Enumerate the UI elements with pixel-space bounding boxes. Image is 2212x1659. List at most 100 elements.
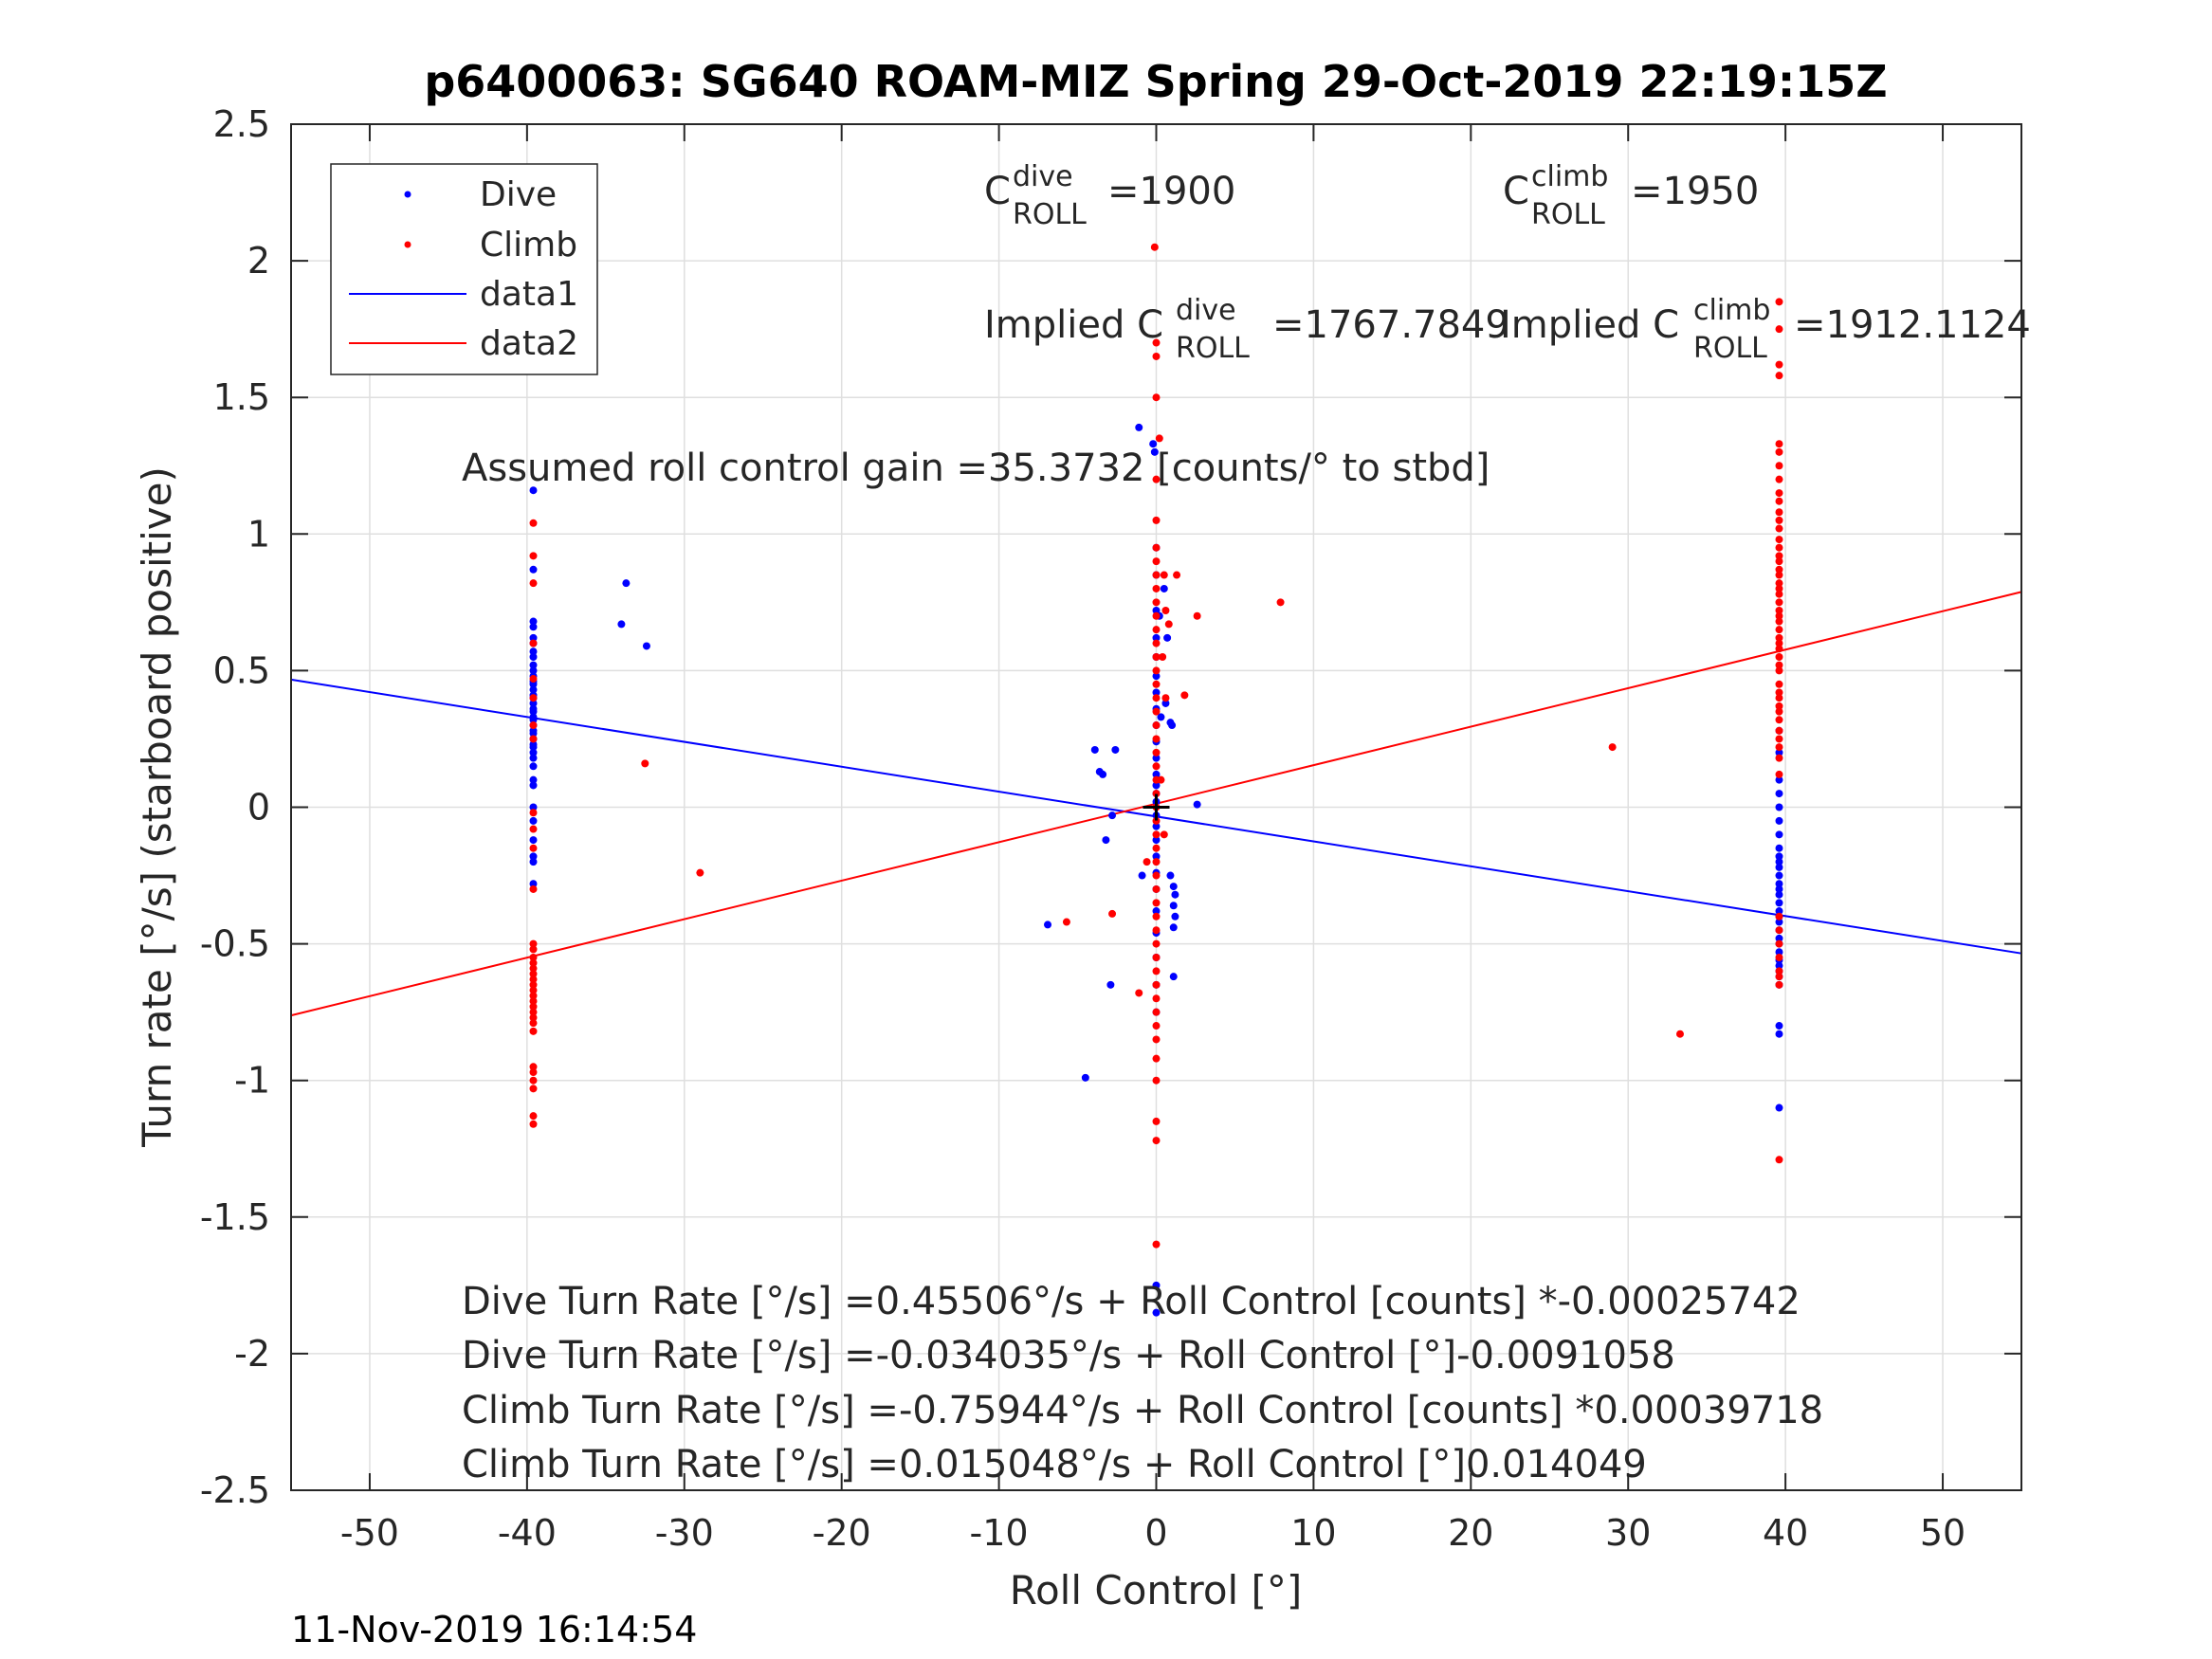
climb-point <box>529 694 538 702</box>
climb-point <box>529 884 538 893</box>
fit-equation-1: Dive Turn Rate [°/s] =0.45506°/s + Roll … <box>462 1280 1801 1323</box>
dive-point <box>529 699 538 707</box>
climb-point <box>1164 620 1173 629</box>
legend: Dive Climb data1 data2 <box>330 163 598 375</box>
climb-point <box>1775 735 1783 743</box>
climb-point <box>1775 360 1783 369</box>
x-tick-label: -10 <box>970 1512 1029 1554</box>
dive-point <box>1108 811 1117 820</box>
dive-point <box>1775 830 1783 839</box>
climb-point <box>1152 611 1161 620</box>
climb-point <box>1152 1240 1161 1249</box>
dive-point <box>1152 781 1161 790</box>
climb-point <box>529 552 538 560</box>
dive-point <box>1775 899 1783 907</box>
dive-point <box>1106 980 1115 989</box>
dive-point <box>1157 713 1165 721</box>
climb-point <box>529 958 538 967</box>
climb-point <box>1775 702 1783 710</box>
dive-point <box>1044 921 1052 929</box>
climb-point <box>1775 666 1783 675</box>
dive-point <box>1161 699 1170 707</box>
annotation-croll-dive: C dive ROLL =1900 <box>984 160 1235 231</box>
climb-point <box>1152 584 1161 592</box>
climb-point <box>1775 754 1783 762</box>
dive-point <box>1171 890 1179 899</box>
dive-point <box>1138 871 1146 880</box>
x-axis-label: Roll Control [°] <box>1010 1567 1303 1613</box>
climb-point <box>1150 243 1159 251</box>
climb-point <box>529 519 538 527</box>
climb-point <box>1152 926 1161 935</box>
climb-point <box>1152 967 1161 975</box>
climb-point <box>1152 844 1161 852</box>
climb-point <box>1180 691 1189 700</box>
climb-point <box>529 844 538 852</box>
climb-point <box>1775 579 1783 588</box>
climb-point <box>529 1063 538 1071</box>
climb-point <box>1775 926 1783 935</box>
climb-point <box>1152 939 1161 948</box>
climb-point <box>1775 743 1783 752</box>
dive-point <box>529 852 538 861</box>
dive-point <box>1775 1030 1783 1038</box>
climb-point <box>529 809 538 817</box>
dive-point <box>1171 912 1179 921</box>
dive-point <box>529 666 538 675</box>
climb-point <box>529 964 538 973</box>
climb-point <box>1775 770 1783 778</box>
climb-point <box>1152 707 1161 716</box>
dive-point <box>1111 745 1120 754</box>
x-tick-label: 50 <box>1920 1512 1965 1554</box>
dive-point <box>529 880 538 888</box>
dive-point <box>529 836 538 845</box>
climb-point <box>529 1120 538 1128</box>
climb-point <box>529 1085 538 1093</box>
climb-point <box>1152 884 1161 893</box>
center-marker <box>1143 793 1170 821</box>
climb-point <box>1775 726 1783 735</box>
dive-point <box>1169 902 1178 910</box>
annotation-gain: Assumed roll control gain =35.3732 [coun… <box>462 447 1490 490</box>
climb-point <box>1775 1156 1783 1164</box>
legend-box <box>330 163 598 375</box>
legend-data2-label: data2 <box>480 324 578 363</box>
legend-data1-label: data1 <box>480 275 578 314</box>
climb-point <box>1135 989 1143 997</box>
dive-point <box>1775 934 1783 942</box>
dive-point <box>1152 633 1161 642</box>
croll-climb-value: =1950 <box>1631 170 1759 213</box>
climb-point <box>1775 475 1783 483</box>
y-tick-label: -2.5 <box>200 1469 270 1511</box>
dive-point <box>1775 790 1783 798</box>
dive-point <box>1169 973 1178 981</box>
dive-point <box>529 623 538 631</box>
x-tick-label: 10 <box>1290 1512 1336 1554</box>
dive-point <box>1775 852 1783 861</box>
climb-point <box>1152 748 1161 757</box>
climb-point <box>1608 743 1617 752</box>
climb-point <box>1775 516 1783 524</box>
annotation-implied-climb: Implied C climb ROLL =1912.1124 <box>1500 294 2031 365</box>
climb-point <box>1152 1008 1161 1016</box>
dive-point <box>529 729 538 738</box>
climb-point <box>1152 1076 1161 1085</box>
data-points <box>529 243 1783 1317</box>
climb-point <box>529 939 538 948</box>
climb-point <box>1775 552 1783 560</box>
dive-point <box>529 775 538 784</box>
croll-dive-sup: dive <box>1013 160 1073 193</box>
annotation-croll-climb: C climb ROLL =1950 <box>1503 160 1759 231</box>
dive-point <box>1168 721 1177 730</box>
dive-point <box>622 579 631 588</box>
climb-point <box>1775 967 1783 975</box>
climb-point <box>1173 571 1181 579</box>
dive-point <box>1152 822 1161 830</box>
climb-point <box>1775 606 1783 614</box>
climb-point <box>529 1076 538 1085</box>
dive-point <box>529 661 538 669</box>
dive-point <box>529 803 538 811</box>
climb-point <box>1152 475 1161 483</box>
climb-point <box>529 945 538 954</box>
climb-point <box>1276 598 1285 607</box>
